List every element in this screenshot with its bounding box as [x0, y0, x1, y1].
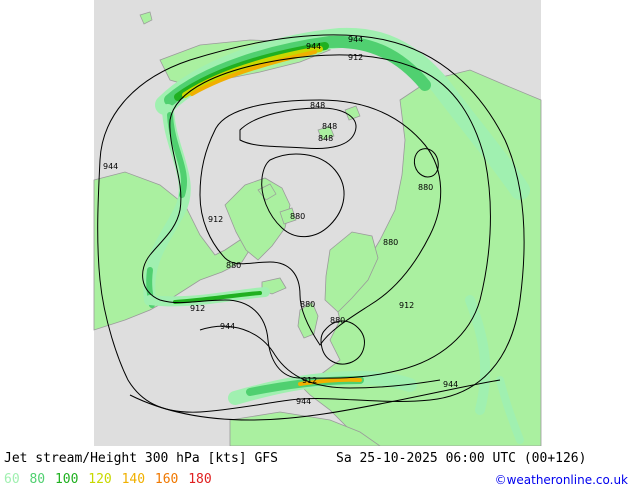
legend-item-120: 120 [88, 472, 112, 487]
legend-item-180: 180 [188, 472, 212, 487]
legend-item-100: 100 [54, 472, 79, 487]
contour-label: 880 [418, 183, 433, 192]
contour-944-south [129, 379, 501, 421]
contour-label: 944 [103, 162, 118, 171]
jet-band-140 [190, 50, 317, 96]
scandinavia-land [324, 231, 379, 313]
jet-stream-bands [143, 27, 530, 444]
map-footer: Jet stream/Height 300 hPa [kts] GFS Sa 2… [0, 446, 634, 490]
credit-link[interactable]: ©weatheronline.co.uk [494, 473, 628, 487]
island [279, 207, 297, 225]
legend-item-60: 60 [4, 472, 20, 487]
contour-label: 880 [300, 300, 315, 309]
contour-label: 880 [383, 238, 398, 247]
island [344, 105, 361, 121]
contour-label: 944 [348, 35, 363, 44]
contour-label: 912 [399, 301, 414, 310]
contour-label: 848 [318, 134, 333, 143]
contour-label: 880 [290, 212, 305, 221]
contour-880-scandi [320, 320, 365, 365]
jet-band-100 [173, 291, 262, 304]
contour-label: 848 [310, 101, 325, 110]
legend-item-140: 140 [121, 472, 146, 487]
height-contours [97, 34, 525, 421]
island [139, 11, 153, 25]
arctic-islands [139, 11, 361, 225]
contour-label: 912 [302, 376, 317, 385]
greenland-land [224, 177, 291, 261]
jet-band-80 [167, 112, 188, 198]
contour-label: 912 [348, 53, 363, 62]
contour-label: 944 [443, 380, 458, 389]
contour-label: 944 [296, 397, 311, 406]
contour-label: 912 [208, 215, 223, 224]
weather-map: 944 944 912 848 848 848 880 944 912 880 … [93, 0, 542, 446]
map-title: Jet stream/Height 300 hPa [kts] GFS [4, 451, 278, 466]
jet-band-140 [298, 377, 362, 386]
island [317, 125, 335, 141]
contour-912 [142, 54, 491, 379]
contour-880-inner [199, 99, 442, 346]
north-africa-land [229, 411, 381, 446]
contour-label: 944 [306, 42, 321, 51]
contour-880-east [413, 148, 439, 178]
contour-label: 912 [190, 304, 205, 313]
legend-item-160: 160 [154, 472, 179, 487]
contour-label: 944 [220, 322, 235, 331]
contour-880-north [261, 153, 345, 238]
contour-label: 880 [330, 316, 345, 325]
jet-band-60 [465, 295, 491, 415]
jet-band-60 [496, 376, 524, 444]
contour-848 [239, 107, 357, 149]
contour-944-outer [97, 34, 525, 413]
contour-label: 880 [226, 261, 241, 270]
wind-speed-legend: 60 80 100 120 140 160 180 [4, 472, 214, 487]
contour-labels: 944 944 912 848 848 848 880 944 912 880 … [103, 35, 458, 406]
contour-label: 848 [322, 122, 337, 131]
legend-item-80: 80 [29, 472, 46, 487]
forecast-time: Sa 25-10-2025 06:00 UTC (00+126) [336, 451, 587, 466]
contour-912-south [199, 325, 441, 389]
